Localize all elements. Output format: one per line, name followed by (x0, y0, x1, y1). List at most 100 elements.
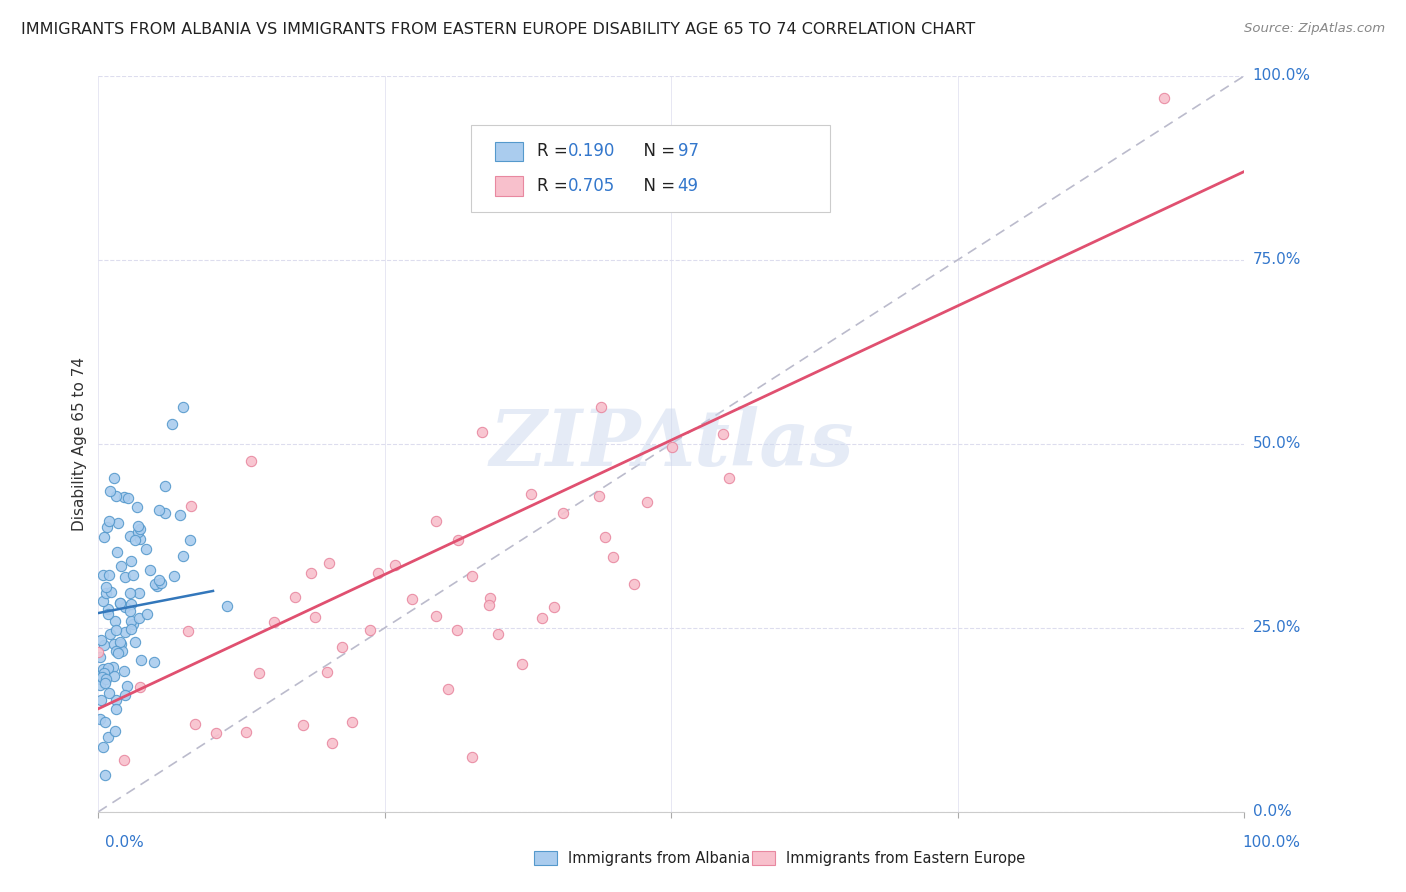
Point (90, 633, 112, 648)
Text: ZIPAtlas: ZIPAtlas (489, 406, 853, 482)
Point (135, 607, 157, 621)
Point (93, 662, 115, 676)
Point (155, 479, 177, 493)
Point (94, 672, 117, 686)
Point (120, 614, 142, 628)
Point (139, 563, 162, 577)
Point (104, 644, 127, 658)
Point (661, 440, 683, 454)
Point (97, 660, 120, 674)
Point (104, 724, 127, 739)
Point (153, 506, 176, 520)
Point (172, 400, 194, 414)
Point (96, 520, 118, 534)
Point (330, 640, 353, 655)
Point (112, 490, 135, 504)
Point (461, 569, 484, 583)
Point (204, 726, 226, 740)
Text: 100.0%: 100.0% (1243, 836, 1301, 850)
Point (120, 554, 142, 568)
Point (122, 568, 145, 582)
Point (471, 425, 494, 439)
Point (89, 712, 111, 726)
Point (89, 678, 111, 692)
Point (717, 471, 740, 485)
Point (107, 646, 129, 660)
Point (91, 739, 114, 754)
Point (98, 627, 121, 641)
Point (87, 645, 110, 659)
Point (111, 644, 134, 658)
Point (591, 400, 613, 414)
Point (304, 609, 326, 624)
Point (143, 577, 166, 591)
Point (217, 599, 239, 614)
Point (284, 590, 307, 604)
Text: 0.0%: 0.0% (1253, 805, 1291, 819)
Text: 50.0%: 50.0% (1253, 436, 1301, 451)
Text: 25.0%: 25.0% (1253, 620, 1301, 635)
Text: Immigrants from Albania: Immigrants from Albania (568, 851, 751, 865)
Point (93, 714, 115, 729)
Point (93, 665, 115, 680)
Text: 75.0%: 75.0% (1253, 252, 1301, 268)
Point (100, 585, 122, 599)
Point (299, 566, 322, 581)
Point (104, 702, 127, 716)
Point (101, 659, 124, 673)
Point (177, 624, 200, 638)
Point (127, 525, 149, 540)
Point (94, 580, 117, 594)
Point (169, 508, 191, 523)
Point (98, 483, 121, 498)
Point (94, 676, 117, 690)
Point (129, 522, 152, 536)
Point (711, 427, 734, 442)
Point (103, 470, 125, 484)
Point (180, 500, 202, 514)
Point (122, 616, 145, 631)
Point (129, 680, 152, 694)
Point (623, 577, 645, 591)
Point (184, 717, 207, 731)
Point (114, 688, 136, 702)
Text: IMMIGRANTS FROM ALBANIA VS IMMIGRANTS FROM EASTERN EUROPE DISABILITY AGE 65 TO 7: IMMIGRANTS FROM ALBANIA VS IMMIGRANTS FR… (21, 22, 976, 37)
Point (172, 549, 194, 564)
Point (118, 586, 141, 600)
Point (103, 668, 125, 682)
Point (97, 686, 120, 700)
Point (128, 611, 150, 625)
Point (90, 692, 112, 706)
Point (340, 714, 363, 729)
Point (425, 514, 447, 528)
Point (97, 607, 120, 621)
Point (240, 453, 263, 467)
Point (114, 624, 136, 639)
Point (120, 597, 142, 611)
Point (124, 533, 146, 547)
Point (91, 593, 114, 607)
Point (163, 568, 186, 582)
Point (124, 634, 146, 648)
Point (318, 556, 340, 570)
Point (125, 500, 148, 514)
Point (127, 518, 149, 533)
Text: 100.0%: 100.0% (1253, 69, 1310, 83)
Point (90, 670, 112, 684)
Point (543, 599, 565, 614)
Point (447, 533, 470, 547)
Point (149, 576, 172, 591)
Point (437, 681, 460, 696)
Point (118, 604, 141, 618)
Text: 0.190: 0.190 (568, 143, 616, 161)
Text: 0.0%: 0.0% (105, 836, 145, 850)
Point (315, 665, 337, 679)
Point (359, 623, 381, 637)
Point (117, 491, 139, 505)
Y-axis label: Disability Age 65 to 74: Disability Age 65 to 74 (72, 357, 87, 531)
Point (530, 611, 553, 625)
Point (179, 533, 201, 547)
Point (479, 591, 502, 605)
Point (91, 568, 114, 582)
Point (367, 566, 389, 580)
